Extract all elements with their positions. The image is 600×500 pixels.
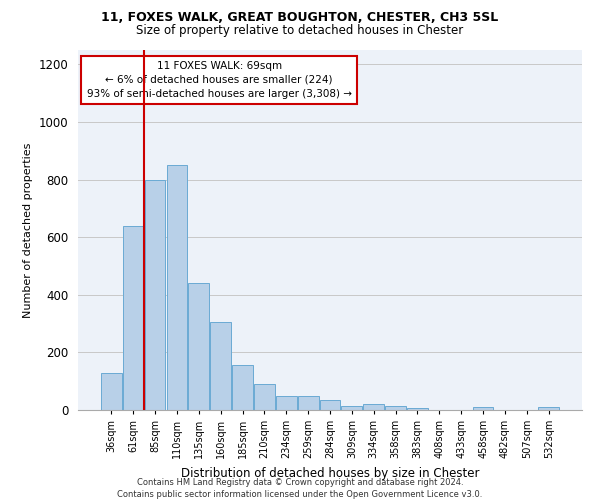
Text: Contains HM Land Registry data © Crown copyright and database right 2024.
Contai: Contains HM Land Registry data © Crown c… — [118, 478, 482, 499]
Bar — [210, 322, 231, 410]
Bar — [341, 406, 362, 410]
Bar — [276, 396, 296, 410]
Bar — [123, 226, 143, 410]
X-axis label: Distribution of detached houses by size in Chester: Distribution of detached houses by size … — [181, 466, 479, 479]
Bar — [298, 396, 319, 410]
Text: 11, FOXES WALK, GREAT BOUGHTON, CHESTER, CH3 5SL: 11, FOXES WALK, GREAT BOUGHTON, CHESTER,… — [101, 11, 499, 24]
Y-axis label: Number of detached properties: Number of detached properties — [23, 142, 33, 318]
Bar — [254, 384, 275, 410]
Bar — [407, 408, 428, 410]
Bar — [320, 400, 340, 410]
Bar — [364, 404, 384, 410]
Bar — [167, 165, 187, 410]
Bar — [473, 407, 493, 410]
Bar — [385, 406, 406, 410]
Bar — [101, 372, 122, 410]
Bar — [232, 366, 253, 410]
Text: 11 FOXES WALK: 69sqm
← 6% of detached houses are smaller (224)
93% of semi-detac: 11 FOXES WALK: 69sqm ← 6% of detached ho… — [86, 61, 352, 99]
Text: Size of property relative to detached houses in Chester: Size of property relative to detached ho… — [136, 24, 464, 37]
Bar — [538, 407, 559, 410]
Bar — [145, 180, 166, 410]
Bar — [188, 284, 209, 410]
